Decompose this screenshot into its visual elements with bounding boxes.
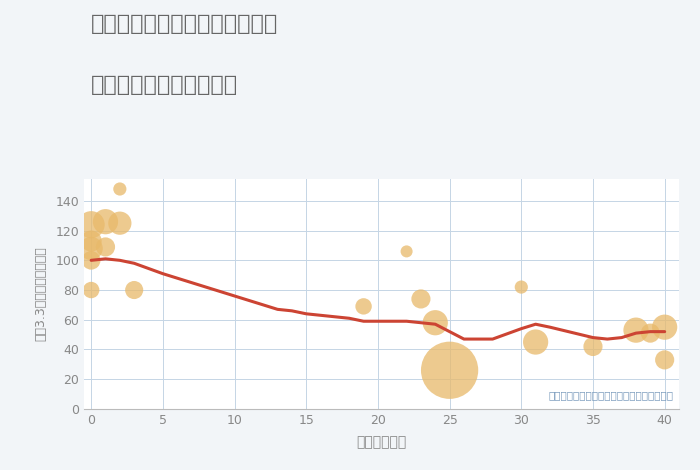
Point [85, 221, 97, 228]
Point [100, 243, 111, 251]
Text: 築年数別中古戸建て価格: 築年数別中古戸建て価格 [91, 75, 238, 95]
Point [401, 248, 412, 255]
Point [645, 329, 656, 337]
Point [358, 303, 369, 310]
Y-axis label: 坪（3.3㎡）単価（万円）: 坪（3.3㎡）単価（万円） [34, 246, 47, 341]
Text: 愛知県尾張旭市南原山町赤土の: 愛知県尾張旭市南原山町赤土の [91, 14, 279, 34]
Point [100, 218, 111, 226]
Point [85, 257, 97, 264]
Point [530, 338, 541, 346]
Point [114, 219, 125, 227]
Point [415, 295, 426, 303]
Point [659, 323, 671, 331]
Point [516, 283, 527, 291]
Point [85, 286, 97, 294]
Point [444, 367, 455, 374]
X-axis label: 築年数（年）: 築年数（年） [356, 435, 407, 449]
Point [85, 245, 97, 252]
Point [587, 343, 598, 350]
Point [85, 237, 97, 245]
Point [129, 286, 140, 294]
Point [659, 356, 671, 364]
Point [430, 319, 441, 327]
Point [631, 326, 642, 334]
Text: 円の大きさは、取引のあった物件面積を示す: 円の大きさは、取引のあった物件面積を示す [548, 390, 673, 400]
Point [114, 185, 125, 193]
